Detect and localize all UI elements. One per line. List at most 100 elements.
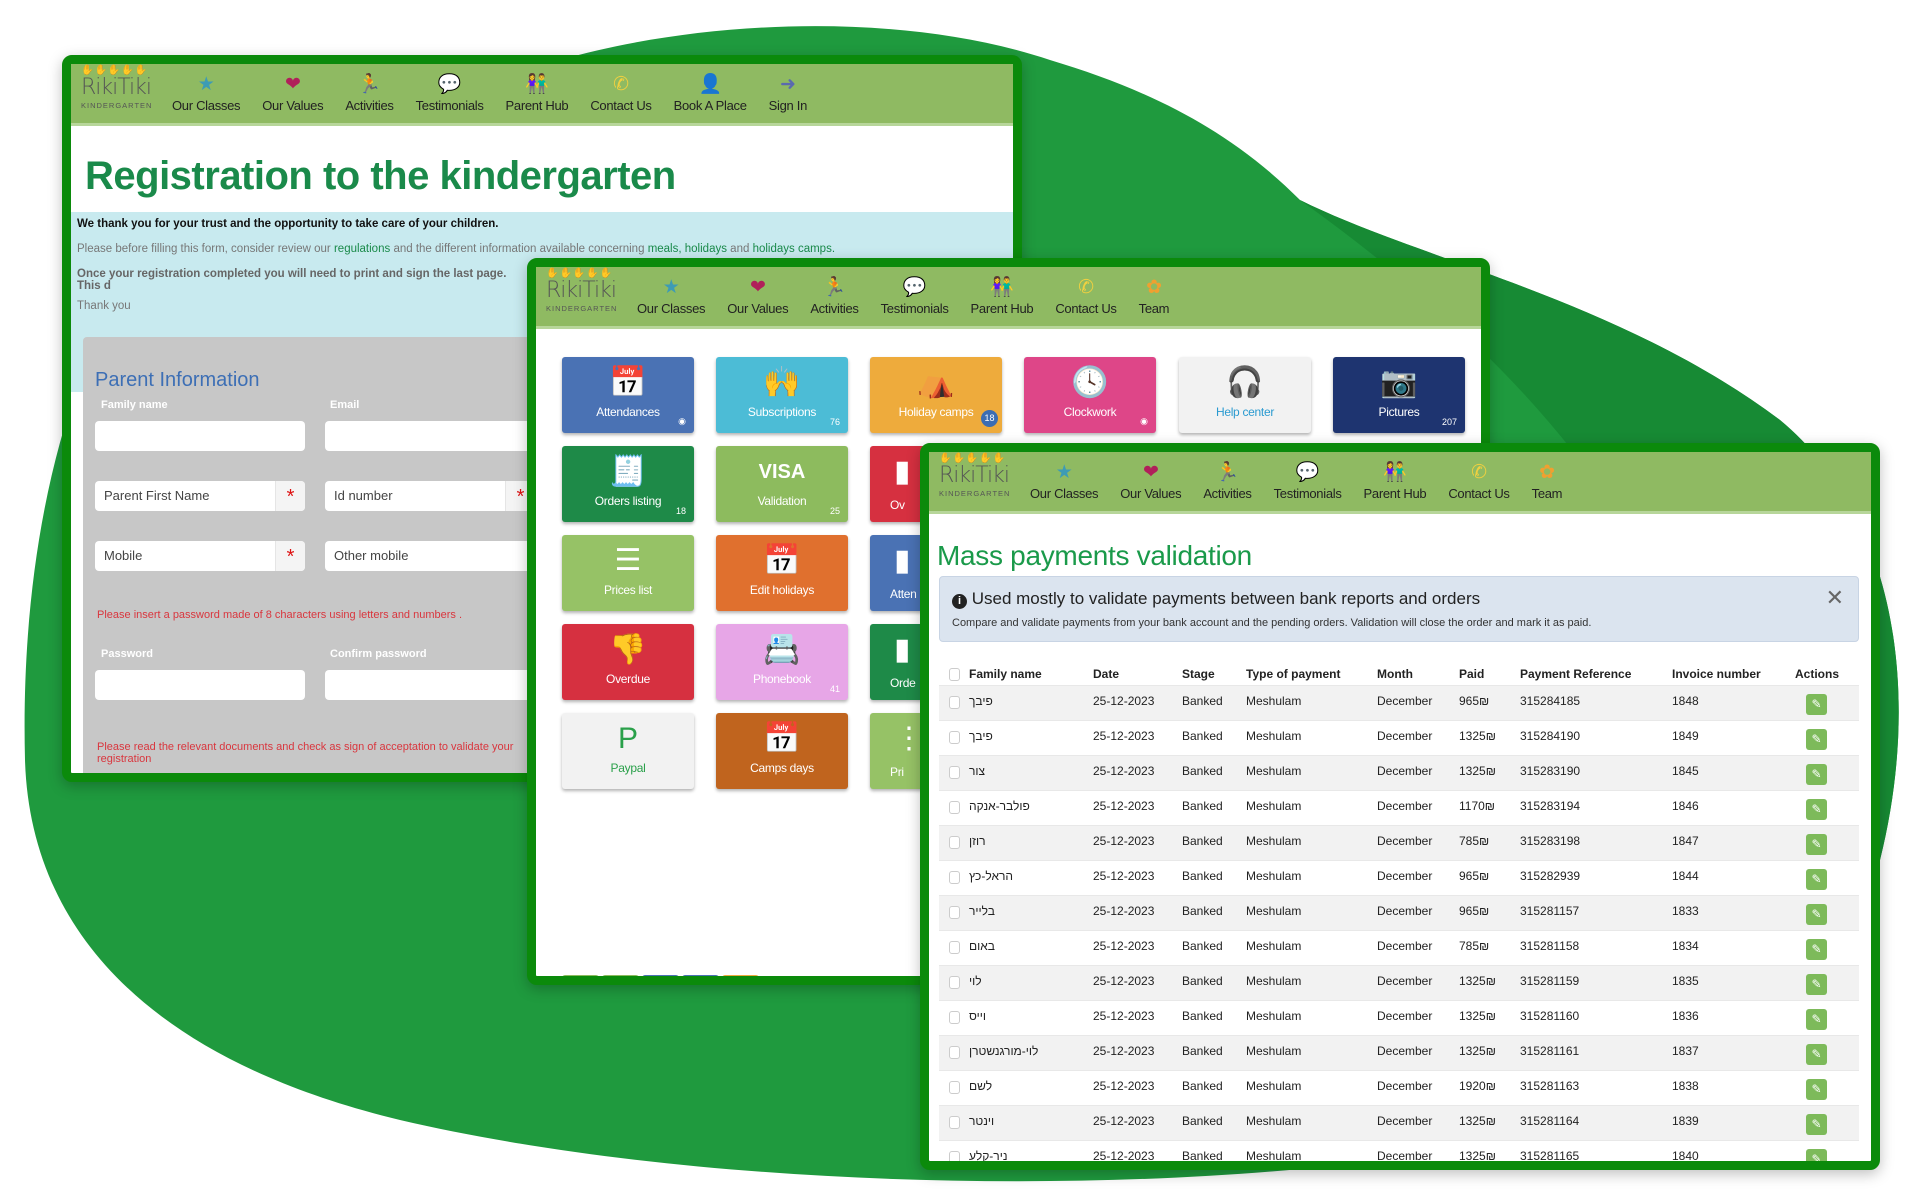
logo[interactable]: ✋✋✋✋✋ RikiTiki KINDERGARTEN (77, 64, 155, 113)
edit-button[interactable]: ✎ (1806, 974, 1827, 995)
tile-edit-holidays[interactable]: 📅 Edit holidays (716, 535, 848, 611)
tile-overdue[interactable]: 👎 Overdue (562, 624, 694, 700)
nav-item-team[interactable]: ✿ Team (1139, 277, 1170, 316)
column-header[interactable]: Family name (969, 667, 1042, 681)
row-checkbox[interactable] (949, 696, 960, 709)
column-header[interactable]: Payment Reference (1520, 667, 1632, 681)
nav-item-testimonials[interactable]: 💬 Testimonials (1274, 462, 1342, 501)
edit-button[interactable]: ✎ (1806, 834, 1827, 855)
edit-button[interactable]: ✎ (1806, 694, 1827, 715)
family-name-input[interactable] (95, 421, 305, 451)
nav-item-parent-hub[interactable]: 👫 Parent Hub (971, 277, 1034, 316)
edit-button[interactable]: ✎ (1806, 1044, 1827, 1065)
table-row[interactable]: בלייר 25-12-2023 Banked Meshulam December 965… (939, 896, 1859, 931)
row-checkbox[interactable] (949, 1081, 960, 1094)
column-header[interactable]: Invoice number (1672, 667, 1761, 681)
holidays-link[interactable]: holidays (684, 243, 727, 255)
table-row[interactable]: ניר-קלע 25-12-2023 Banked Meshulam December 1… (939, 1141, 1859, 1161)
nav-item-testimonials[interactable]: 💬 Testimonials (416, 74, 484, 113)
table-row[interactable]: הראל-כץ 25-12-2023 Banked Meshulam December 9… (939, 861, 1859, 896)
regulations-link[interactable]: regulations (333, 243, 391, 255)
row-checkbox[interactable] (949, 836, 960, 849)
nav-item-contact-us[interactable]: ✆ Contact Us (1448, 462, 1510, 501)
edit-button[interactable]: ✎ (1806, 799, 1827, 820)
nav-item-our-values[interactable]: ❤ Our Values (1120, 462, 1181, 501)
nav-item-our-values[interactable]: ❤ Our Values (262, 74, 323, 113)
edit-button[interactable]: ✎ (1806, 904, 1827, 925)
nav-item-sign-in[interactable]: ➜ Sign In (769, 74, 808, 113)
password-input[interactable] (95, 670, 305, 700)
nav-item-parent-hub[interactable]: 👫 Parent Hub (1364, 462, 1427, 501)
table-row[interactable]: רוזן 25-12-2023 Banked Meshulam December 785₪… (939, 826, 1859, 861)
tile-camps-days[interactable]: 📅 Camps days (716, 713, 848, 789)
tile-edge[interactable] (562, 975, 599, 976)
edit-button[interactable]: ✎ (1806, 869, 1827, 890)
nav-item-book-a-place[interactable]: 👤 Book A Place (674, 74, 747, 113)
nav-item-activities[interactable]: 🏃 Activities (1203, 462, 1252, 501)
email-input[interactable] (325, 421, 535, 451)
nav-item-activities[interactable]: 🏃 Activities (345, 74, 394, 113)
holiday-camps-link[interactable]: holidays camps. (752, 243, 836, 255)
tile-clockwork[interactable]: 🕓 Clockwork ◉ (1024, 357, 1156, 433)
column-header[interactable]: Date (1093, 667, 1120, 681)
logo[interactable]: ✋✋✋✋✋ RikiTiki KINDERGARTEN (935, 452, 1013, 501)
column-header[interactable]: Month (1377, 667, 1413, 681)
tile-paypal[interactable]: P Paypal (562, 713, 694, 789)
column-header[interactable]: Paid (1459, 667, 1485, 681)
tile-holiday-camps[interactable]: ⛺ Holiday camps 18 (870, 357, 1002, 433)
column-header[interactable]: Type of payment (1246, 667, 1341, 681)
tile-attendances[interactable]: 📅 Attendances ◉ (562, 357, 694, 433)
nav-item-parent-hub[interactable]: 👫 Parent Hub (506, 74, 569, 113)
nav-item-our-classes[interactable]: ★ Our Classes (172, 74, 241, 113)
logo[interactable]: ✋✋✋✋✋ RikiTiki KINDERGARTEN (542, 267, 620, 316)
nav-item-team[interactable]: ✿ Team (1532, 462, 1563, 501)
tile-pictures[interactable]: 📷 Pictures 207 (1333, 357, 1465, 433)
tile-edge[interactable] (682, 975, 719, 976)
row-checkbox[interactable] (949, 871, 960, 884)
tile-prices-list[interactable]: ☰ Prices list (562, 535, 694, 611)
mobile-input[interactable]: Mobile * (95, 541, 305, 571)
edit-button[interactable]: ✎ (1806, 939, 1827, 960)
tile-edge[interactable] (722, 975, 759, 976)
edit-button[interactable]: ✎ (1806, 1149, 1827, 1161)
tile-edge[interactable] (602, 975, 639, 976)
row-checkbox[interactable] (949, 976, 960, 989)
tile-orders-listing[interactable]: 🧾 Orders listing 18 (562, 446, 694, 522)
nav-item-contact-us[interactable]: ✆ Contact Us (1055, 277, 1117, 316)
tile-subscriptions[interactable]: 🙌 Subscriptions 76 (716, 357, 848, 433)
edit-button[interactable]: ✎ (1806, 1009, 1827, 1030)
tile-edge[interactable] (642, 975, 679, 976)
parent-first-name-input[interactable]: Parent First Name * (95, 481, 305, 511)
table-row[interactable]: וינטר 25-12-2023 Banked Meshulam December 132… (939, 1106, 1859, 1141)
table-row[interactable]: באום 25-12-2023 Banked Meshulam December 785₪… (939, 931, 1859, 966)
tile-help-center[interactable]: 🎧 Help center (1179, 357, 1311, 433)
row-checkbox[interactable] (949, 1046, 960, 1059)
edit-button[interactable]: ✎ (1806, 1114, 1827, 1135)
edit-button[interactable]: ✎ (1806, 729, 1827, 750)
tile-validation[interactable]: VISA Validation 25 (716, 446, 848, 522)
tile-phonebook[interactable]: 📇 Phonebook 41 (716, 624, 848, 700)
edit-button[interactable]: ✎ (1806, 1079, 1827, 1100)
row-checkbox[interactable] (949, 766, 960, 779)
row-checkbox[interactable] (949, 1011, 960, 1024)
nav-item-testimonials[interactable]: 💬 Testimonials (881, 277, 949, 316)
column-header[interactable]: Actions (1795, 667, 1840, 681)
row-checkbox[interactable] (949, 731, 960, 744)
select-all-checkbox[interactable] (949, 668, 960, 681)
nav-item-contact-us[interactable]: ✆ Contact Us (590, 74, 652, 113)
nav-item-our-classes[interactable]: ★ Our Classes (637, 277, 706, 316)
row-checkbox[interactable] (949, 1116, 960, 1129)
row-checkbox[interactable] (949, 1151, 960, 1161)
nav-item-our-values[interactable]: ❤ Our Values (727, 277, 788, 316)
table-row[interactable]: פולבר-אנקה 25-12-2023 Banked Meshulam Decemb… (939, 791, 1859, 826)
table-row[interactable]: לוי 25-12-2023 Banked Meshulam December 1325₪… (939, 966, 1859, 1001)
table-row[interactable]: לוי-מורגנשטרן 25-12-2023 Banked Meshulam Dec… (939, 1036, 1859, 1071)
row-checkbox[interactable] (949, 906, 960, 919)
column-header[interactable]: Stage (1182, 667, 1215, 681)
table-row[interactable]: וייס 25-12-2023 Banked Meshulam December 1325… (939, 1001, 1859, 1036)
table-row[interactable]: פיבך 25-12-2023 Banked Meshulam December 965₪… (939, 686, 1859, 721)
row-checkbox[interactable] (949, 801, 960, 814)
table-row[interactable]: צור 25-12-2023 Banked Meshulam December 1325₪… (939, 756, 1859, 791)
table-row[interactable]: פיבך 25-12-2023 Banked Meshulam December 1325… (939, 721, 1859, 756)
meals-link[interactable]: meals, (647, 243, 682, 255)
